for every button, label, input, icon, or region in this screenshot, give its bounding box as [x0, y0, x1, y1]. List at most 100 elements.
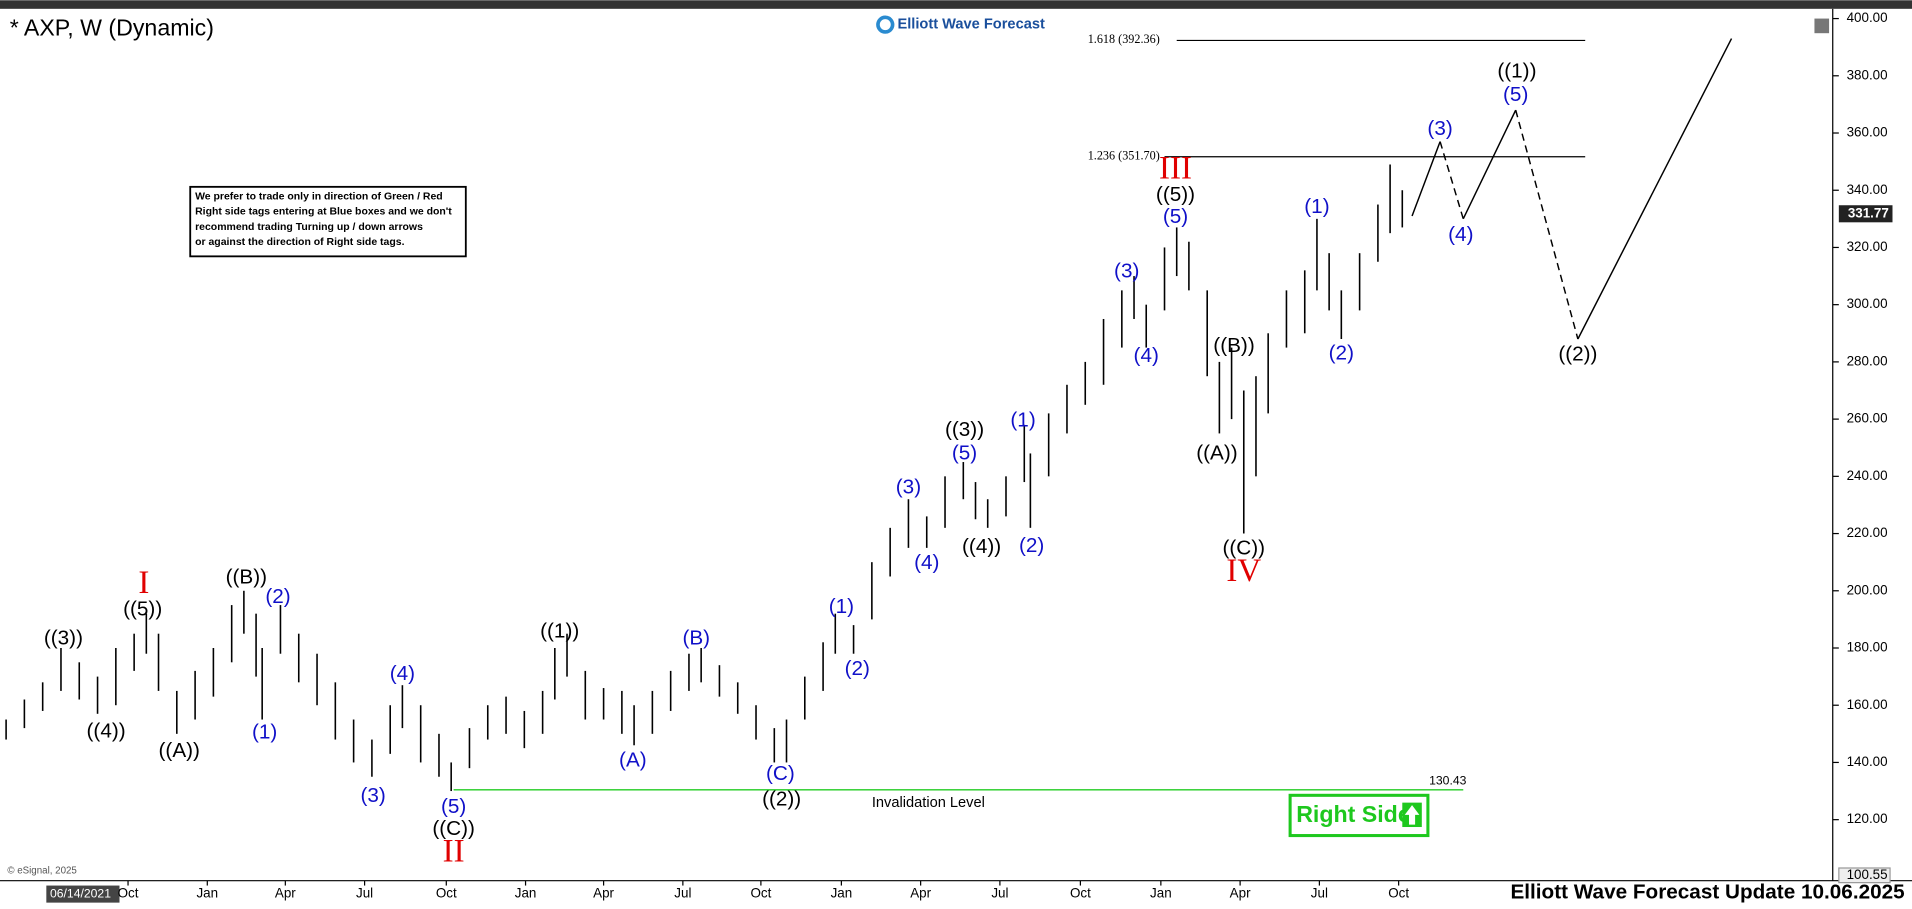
x-tick-label: Apr — [910, 886, 931, 901]
wave-label: (C) — [766, 762, 795, 785]
y-tick-label: 360.00 — [1847, 125, 1888, 140]
wave-label: (2) — [845, 657, 870, 680]
wave-label: (1) — [829, 595, 854, 618]
x-tick-label: Oct — [118, 886, 139, 901]
wave-label: (2) — [1329, 341, 1354, 364]
wave-label: (1) — [1010, 408, 1035, 431]
projection-segment — [1462, 109, 1517, 220]
wave-label: (2) — [265, 585, 290, 608]
top-border — [0, 0, 1912, 9]
wave-label: II — [443, 833, 465, 869]
x-tick-label: Oct — [750, 886, 771, 901]
notice-line: Right side tags entering at Blue boxes a… — [195, 207, 452, 218]
y-tick-label: 180.00 — [1847, 640, 1888, 655]
x-tick-label: Oct — [1070, 886, 1091, 901]
y-tick-label: 300.00 — [1847, 296, 1888, 311]
y-tick-label: 320.00 — [1847, 239, 1888, 254]
wave-label: (5) — [1503, 83, 1528, 106]
wave-label: (5) — [441, 795, 466, 818]
y-tick-label: 120.00 — [1847, 811, 1888, 826]
wave-label: (3) — [1427, 117, 1452, 140]
x-tick-label: Jul — [356, 886, 373, 901]
wave-label: (1) — [252, 721, 277, 744]
notice-box — [189, 185, 467, 258]
projection-segment — [1439, 141, 1464, 220]
y-tick-label: 140.00 — [1847, 754, 1888, 769]
x-tick-label: Apr — [275, 886, 296, 901]
wave-label: (4) — [390, 662, 415, 685]
wave-label: ((4)) — [962, 535, 1001, 558]
wave-label: ((5)) — [123, 597, 162, 620]
wave-label: (4) — [914, 551, 939, 574]
y-tick-label: 260.00 — [1847, 411, 1888, 426]
y-tick-label: 220.00 — [1847, 525, 1888, 540]
last-price-box — [1838, 205, 1893, 223]
invalidation-value: 130.43 — [1429, 774, 1466, 788]
wave-label: ((A)) — [159, 739, 200, 762]
min-price-label: 100.55 — [1847, 867, 1888, 882]
cursor-date-box — [46, 885, 120, 903]
wave-label: (3) — [1114, 260, 1139, 283]
wave-label: ((2)) — [1558, 343, 1597, 366]
right-side-label: Right Side — [1296, 801, 1411, 827]
x-tick-label: Jan — [515, 886, 537, 901]
wave-label: ((4)) — [87, 719, 126, 742]
wave-label: (A) — [619, 749, 647, 772]
up-arrow — [1404, 805, 1420, 825]
x-tick-label: Oct — [1388, 886, 1409, 901]
wave-label: ((B)) — [226, 566, 267, 589]
wave-label: ((C)) — [432, 817, 475, 840]
invalidation-label: Invalidation Level — [872, 795, 985, 811]
wave-label: (5) — [1163, 205, 1188, 228]
wave-label: (3) — [360, 784, 385, 807]
min-price-box — [1838, 867, 1891, 884]
copyright: © eSignal, 2025 — [7, 865, 77, 876]
y-tick-label: 340.00 — [1847, 182, 1888, 197]
wave-label: I — [138, 565, 149, 601]
x-tick-label: Apr — [1230, 886, 1251, 901]
x-tick-label: Jan — [196, 886, 218, 901]
footer: Elliott Wave Forecast Update 10.06.2025 — [1510, 880, 1904, 903]
notice-line: or against the direction of Right side t… — [195, 237, 404, 248]
wave-label: III — [1159, 151, 1192, 187]
wave-label: ((1)) — [540, 619, 579, 642]
projection-segment — [1411, 141, 1441, 217]
wave-label: IV — [1226, 553, 1261, 589]
x-tick-label: Oct — [436, 886, 457, 901]
fib-label: 1.618 (392.36) — [1088, 32, 1160, 46]
x-tick-label: Jul — [1311, 886, 1328, 901]
notice-line: recommend trading Turning up / down arro… — [195, 222, 423, 233]
wave-label: ((A)) — [1196, 441, 1237, 464]
brand-logo — [876, 15, 895, 34]
notice-line: We prefer to trade only in direction of … — [195, 191, 443, 202]
last-price-label: 331.77 — [1848, 205, 1889, 220]
wave-label: (5) — [952, 441, 977, 464]
fib-label: 1.236 (351.70) — [1088, 149, 1160, 163]
wave-label: ((1)) — [1497, 60, 1536, 83]
x-tick-label: Apr — [593, 886, 614, 901]
x-tick-label: Jan — [831, 886, 853, 901]
cursor-date: 06/14/2021 — [50, 886, 111, 900]
y-tick-label: 160.00 — [1847, 697, 1888, 712]
y-tick-label: 200.00 — [1847, 582, 1888, 597]
wave-label: (2) — [1019, 534, 1044, 557]
wave-label: ((C)) — [1222, 536, 1265, 559]
wave-label: (3) — [896, 476, 921, 499]
x-tick-label: Jul — [674, 886, 691, 901]
brand: Elliott Wave Forecast — [897, 17, 1045, 33]
y-tick-label: 280.00 — [1847, 353, 1888, 368]
y-tick-label: 240.00 — [1847, 468, 1888, 483]
wave-label: (4) — [1134, 344, 1159, 367]
wave-label: ((3)) — [44, 627, 83, 650]
projection-segment — [1514, 109, 1579, 340]
chart-title: * AXP, W (Dynamic) — [10, 15, 214, 41]
wave-label: ((B)) — [1213, 334, 1254, 357]
chart-icon — [1814, 18, 1830, 34]
wave-label: (B) — [682, 627, 710, 650]
y-tick-label: 380.00 — [1847, 67, 1888, 82]
x-tick-label: Jan — [1150, 886, 1172, 901]
wave-label: (4) — [1448, 223, 1473, 246]
x-tick-label: Jul — [991, 886, 1008, 901]
